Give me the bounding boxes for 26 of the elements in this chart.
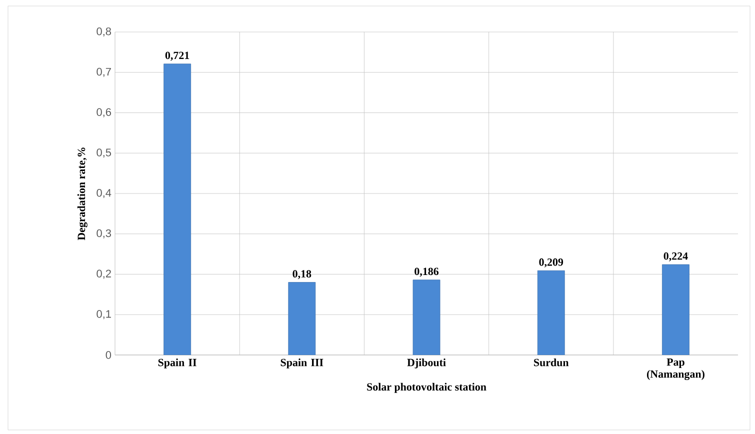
y-tick-label: 0,1 <box>96 310 111 320</box>
y-tick-label: 0,6 <box>96 108 112 118</box>
bar <box>164 64 192 355</box>
bar <box>662 264 690 355</box>
data-label: 0,18 <box>292 270 312 280</box>
x-tick-label: Pap (Namangan) <box>646 358 704 380</box>
y-tick-label: 0,4 <box>96 188 112 198</box>
data-label: 0,186 <box>414 268 439 277</box>
x-tick-label: Spain III <box>280 358 324 368</box>
data-label: 0,224 <box>664 252 688 262</box>
y-tick-label: 0,2 <box>96 270 111 279</box>
y-tick-label: 0,5 <box>96 148 112 158</box>
bar <box>288 282 316 355</box>
data-label: 0,209 <box>539 258 564 268</box>
y-tick-label: 0 <box>106 351 112 359</box>
y-tick-label: 0,7 <box>96 68 111 77</box>
bar <box>537 270 565 355</box>
x-tick-label: Spain II <box>158 358 196 368</box>
y-axis-title: Degradation rate,% <box>77 148 88 240</box>
y-tick-label: 0,3 <box>96 229 112 238</box>
x-tick-label: Djibouti <box>407 358 446 368</box>
data-label: 0,721 <box>165 52 190 61</box>
y-tick-label: 0,8 <box>96 27 112 37</box>
x-tick-label: Surdun <box>534 358 569 366</box>
x-axis-title: Solar photovoltaic station <box>367 382 486 393</box>
bar <box>412 280 440 355</box>
